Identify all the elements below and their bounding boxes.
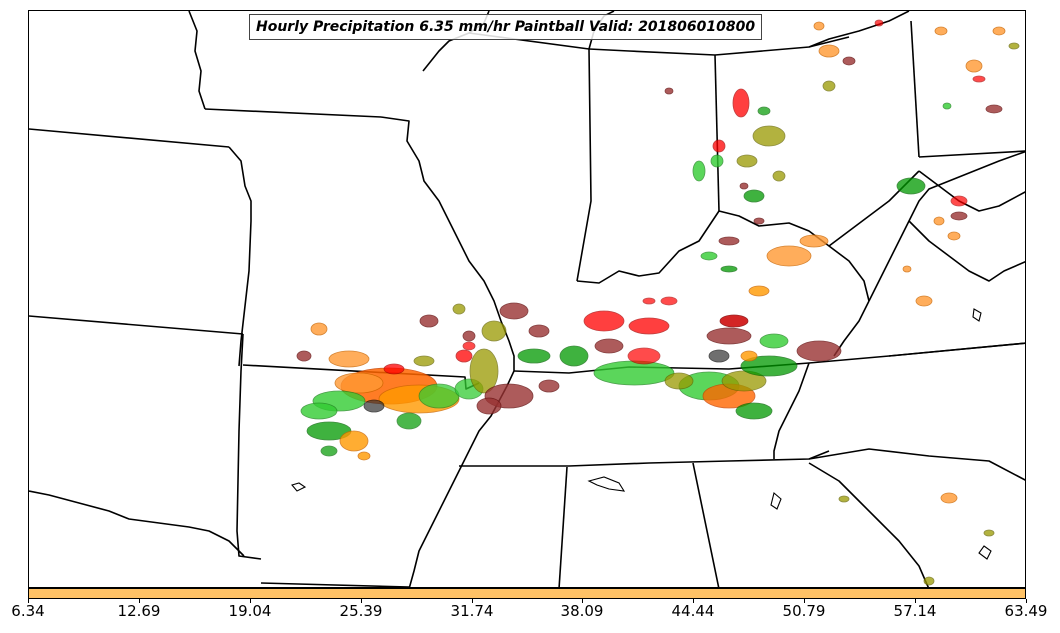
colorbar-tick-mark: [693, 599, 694, 603]
lakes: [291, 308, 992, 560]
colorbar-tick-label: 6.34: [11, 602, 45, 620]
map-title: Hourly Precipitation 6.35 mm/hr Paintbal…: [249, 14, 763, 40]
colorbar-tick-label: 57.14: [893, 602, 937, 620]
colorbar-tick-label: 19.04: [228, 602, 272, 620]
colorbar-tick-label: 50.79: [782, 602, 826, 620]
colorbar-tick-mark: [361, 599, 362, 603]
precipitation-blobs: [296, 19, 1020, 586]
colorbar-tick-mark: [472, 599, 473, 603]
colorbar-tick-mark: [1026, 599, 1027, 603]
colorbar-tick-label: 44.44: [671, 602, 715, 620]
map-canvas: [29, 11, 1025, 587]
colorbar-tick-label: 63.49: [1004, 602, 1048, 620]
colorbar: [28, 588, 1026, 599]
colorbar-tick-mark: [28, 599, 29, 603]
colorbar-tick-mark: [804, 599, 805, 603]
colorbar-tick-label: 31.74: [450, 602, 494, 620]
colorbar-tick-mark: [250, 599, 251, 603]
state-boundaries: [29, 11, 1025, 587]
map-panel: [28, 10, 1026, 588]
colorbar-tick-label: 38.09: [560, 602, 604, 620]
colorbar-tick-mark: [582, 599, 583, 603]
colorbar-tick-mark: [139, 599, 140, 603]
colorbar-tick-label: 12.69: [117, 602, 161, 620]
colorbar-tick-mark: [915, 599, 916, 603]
colorbar-tick-label: 25.39: [339, 602, 383, 620]
